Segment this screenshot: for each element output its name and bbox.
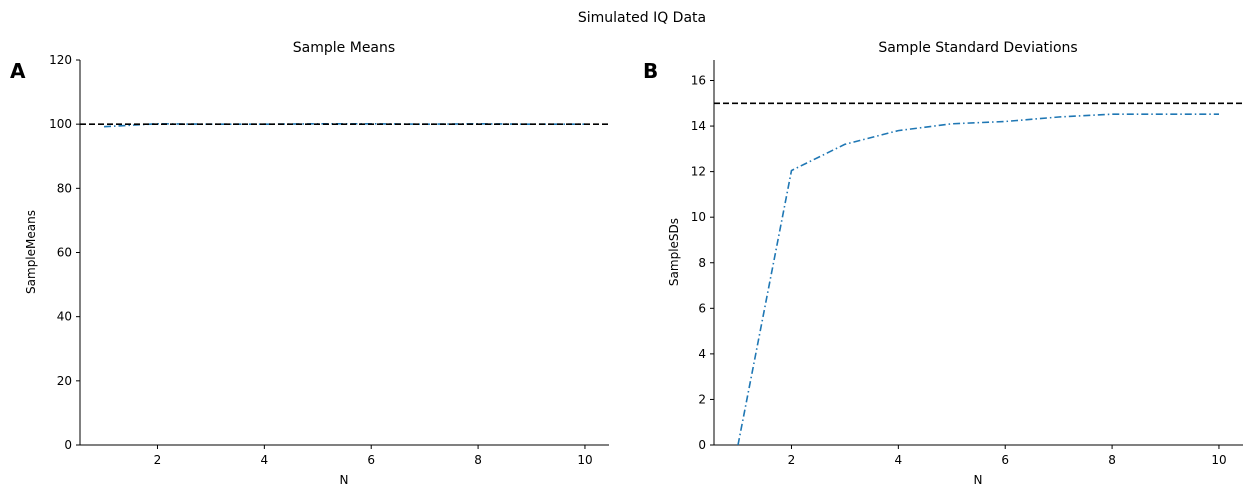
chart-b-y-tick-label: 16 xyxy=(691,74,706,88)
chart-b-y-tick-label: 2 xyxy=(698,392,706,406)
chart-a-x-tick-label: 4 xyxy=(261,453,269,467)
chart-b-x-tick-label: 6 xyxy=(1001,453,1009,467)
chart-a-y-tick-label: 60 xyxy=(57,246,72,260)
chart-b-y-tick-label: 12 xyxy=(691,165,706,179)
panel-label-b: B xyxy=(643,59,658,83)
chart-b-x-tick-label: 2 xyxy=(788,453,796,467)
chart-panel-b: B Sample Standard Deviations N SampleSDs… xyxy=(643,40,1243,487)
chart-b-xlabel: N xyxy=(974,473,983,487)
chart-b-y-tick-label: 4 xyxy=(698,347,706,361)
chart-b-y-ticks: 0 2 4 6 8 10 12 14 16 xyxy=(691,74,714,452)
chart-a-ylabel: SampleMeans xyxy=(24,210,38,294)
chart-b-x-ticks: 2 4 6 8 10 xyxy=(788,445,1227,467)
chart-a-title: Sample Means xyxy=(293,40,395,56)
chart-a-y-tick-label: 20 xyxy=(57,374,72,388)
chart-b-plot-area xyxy=(714,102,1243,446)
chart-b-y-tick-label: 10 xyxy=(691,210,706,224)
chart-a-x-tick-label: 10 xyxy=(577,453,592,467)
chart-b-y-tick-label: 0 xyxy=(698,438,706,452)
chart-b-x-tick-label: 10 xyxy=(1211,453,1226,467)
chart-a-xlabel: N xyxy=(340,473,349,487)
chart-a-y-ticks: 0 20 40 60 80 100 120 xyxy=(49,53,80,452)
chart-b-y-tick-label: 14 xyxy=(691,119,706,133)
chart-a-y-tick-label: 100 xyxy=(49,117,72,131)
chart-a-x-tick-label: 8 xyxy=(474,453,482,467)
chart-a-y-tick-label: 0 xyxy=(64,438,72,452)
chart-a-x-ticks: 2 4 6 8 10 xyxy=(154,445,593,467)
chart-b-x-tick-label: 8 xyxy=(1108,453,1116,467)
chart-b-y-tick-label: 6 xyxy=(698,301,706,315)
panel-label-a: A xyxy=(10,59,26,83)
chart-b-series-line xyxy=(737,113,1219,446)
chart-a-y-tick-label: 80 xyxy=(57,181,72,195)
chart-b-title: Sample Standard Deviations xyxy=(878,40,1077,56)
chart-a-plot-area xyxy=(80,122,609,128)
chart-b-x-tick-label: 4 xyxy=(895,453,903,467)
chart-a-y-tick-label: 40 xyxy=(57,310,72,324)
figure-suptitle: Simulated IQ Data xyxy=(578,10,706,26)
chart-a-y-tick-label: 120 xyxy=(49,53,72,67)
chart-a-x-tick-label: 6 xyxy=(367,453,375,467)
chart-panel-a: A Sample Means N SampleMeans 2 4 6 8 10 0 20 4… xyxy=(10,40,609,487)
chart-b-y-tick-label: 8 xyxy=(698,256,706,270)
chart-a-x-tick-label: 2 xyxy=(154,453,162,467)
chart-b-ylabel: SampleSDs xyxy=(667,218,681,286)
